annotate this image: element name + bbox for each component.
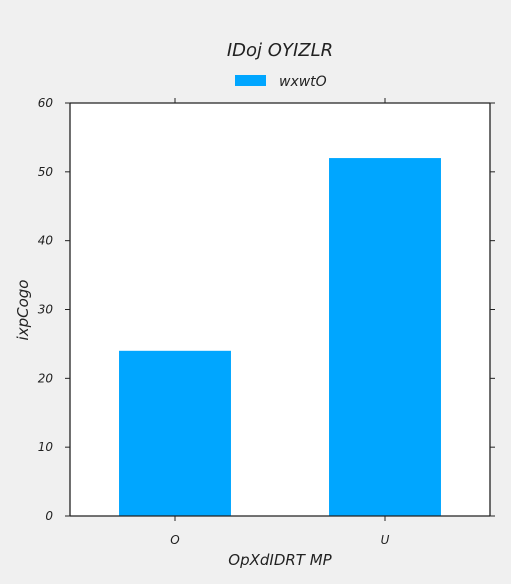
y-tick-label: 40: [38, 234, 54, 248]
bar-o: [119, 350, 231, 516]
y-tick-label: 50: [38, 165, 54, 179]
bar-u: [329, 158, 441, 517]
y-axis-label: ixpCogo: [14, 280, 32, 341]
bars-group: [119, 158, 441, 517]
y-tick-label: 20: [38, 371, 54, 385]
y-tick-label: 10: [38, 440, 54, 454]
legend-label: wxwtO: [279, 74, 327, 90]
ticks-group: 0 10 20 30 40 50 60 O U: [38, 96, 495, 547]
legend: wxwtO: [235, 74, 327, 90]
legend-swatch: [235, 75, 266, 86]
x-tick-label: U: [381, 533, 390, 547]
y-tick-label: 60: [38, 96, 54, 110]
x-axis-label: OpXdIDRT MP: [228, 551, 332, 569]
y-tick-label: 30: [38, 303, 54, 317]
x-tick-label: O: [170, 533, 179, 547]
chart-title: IDoj OYIZLR: [227, 40, 333, 61]
y-tick-label: 0: [45, 509, 53, 523]
